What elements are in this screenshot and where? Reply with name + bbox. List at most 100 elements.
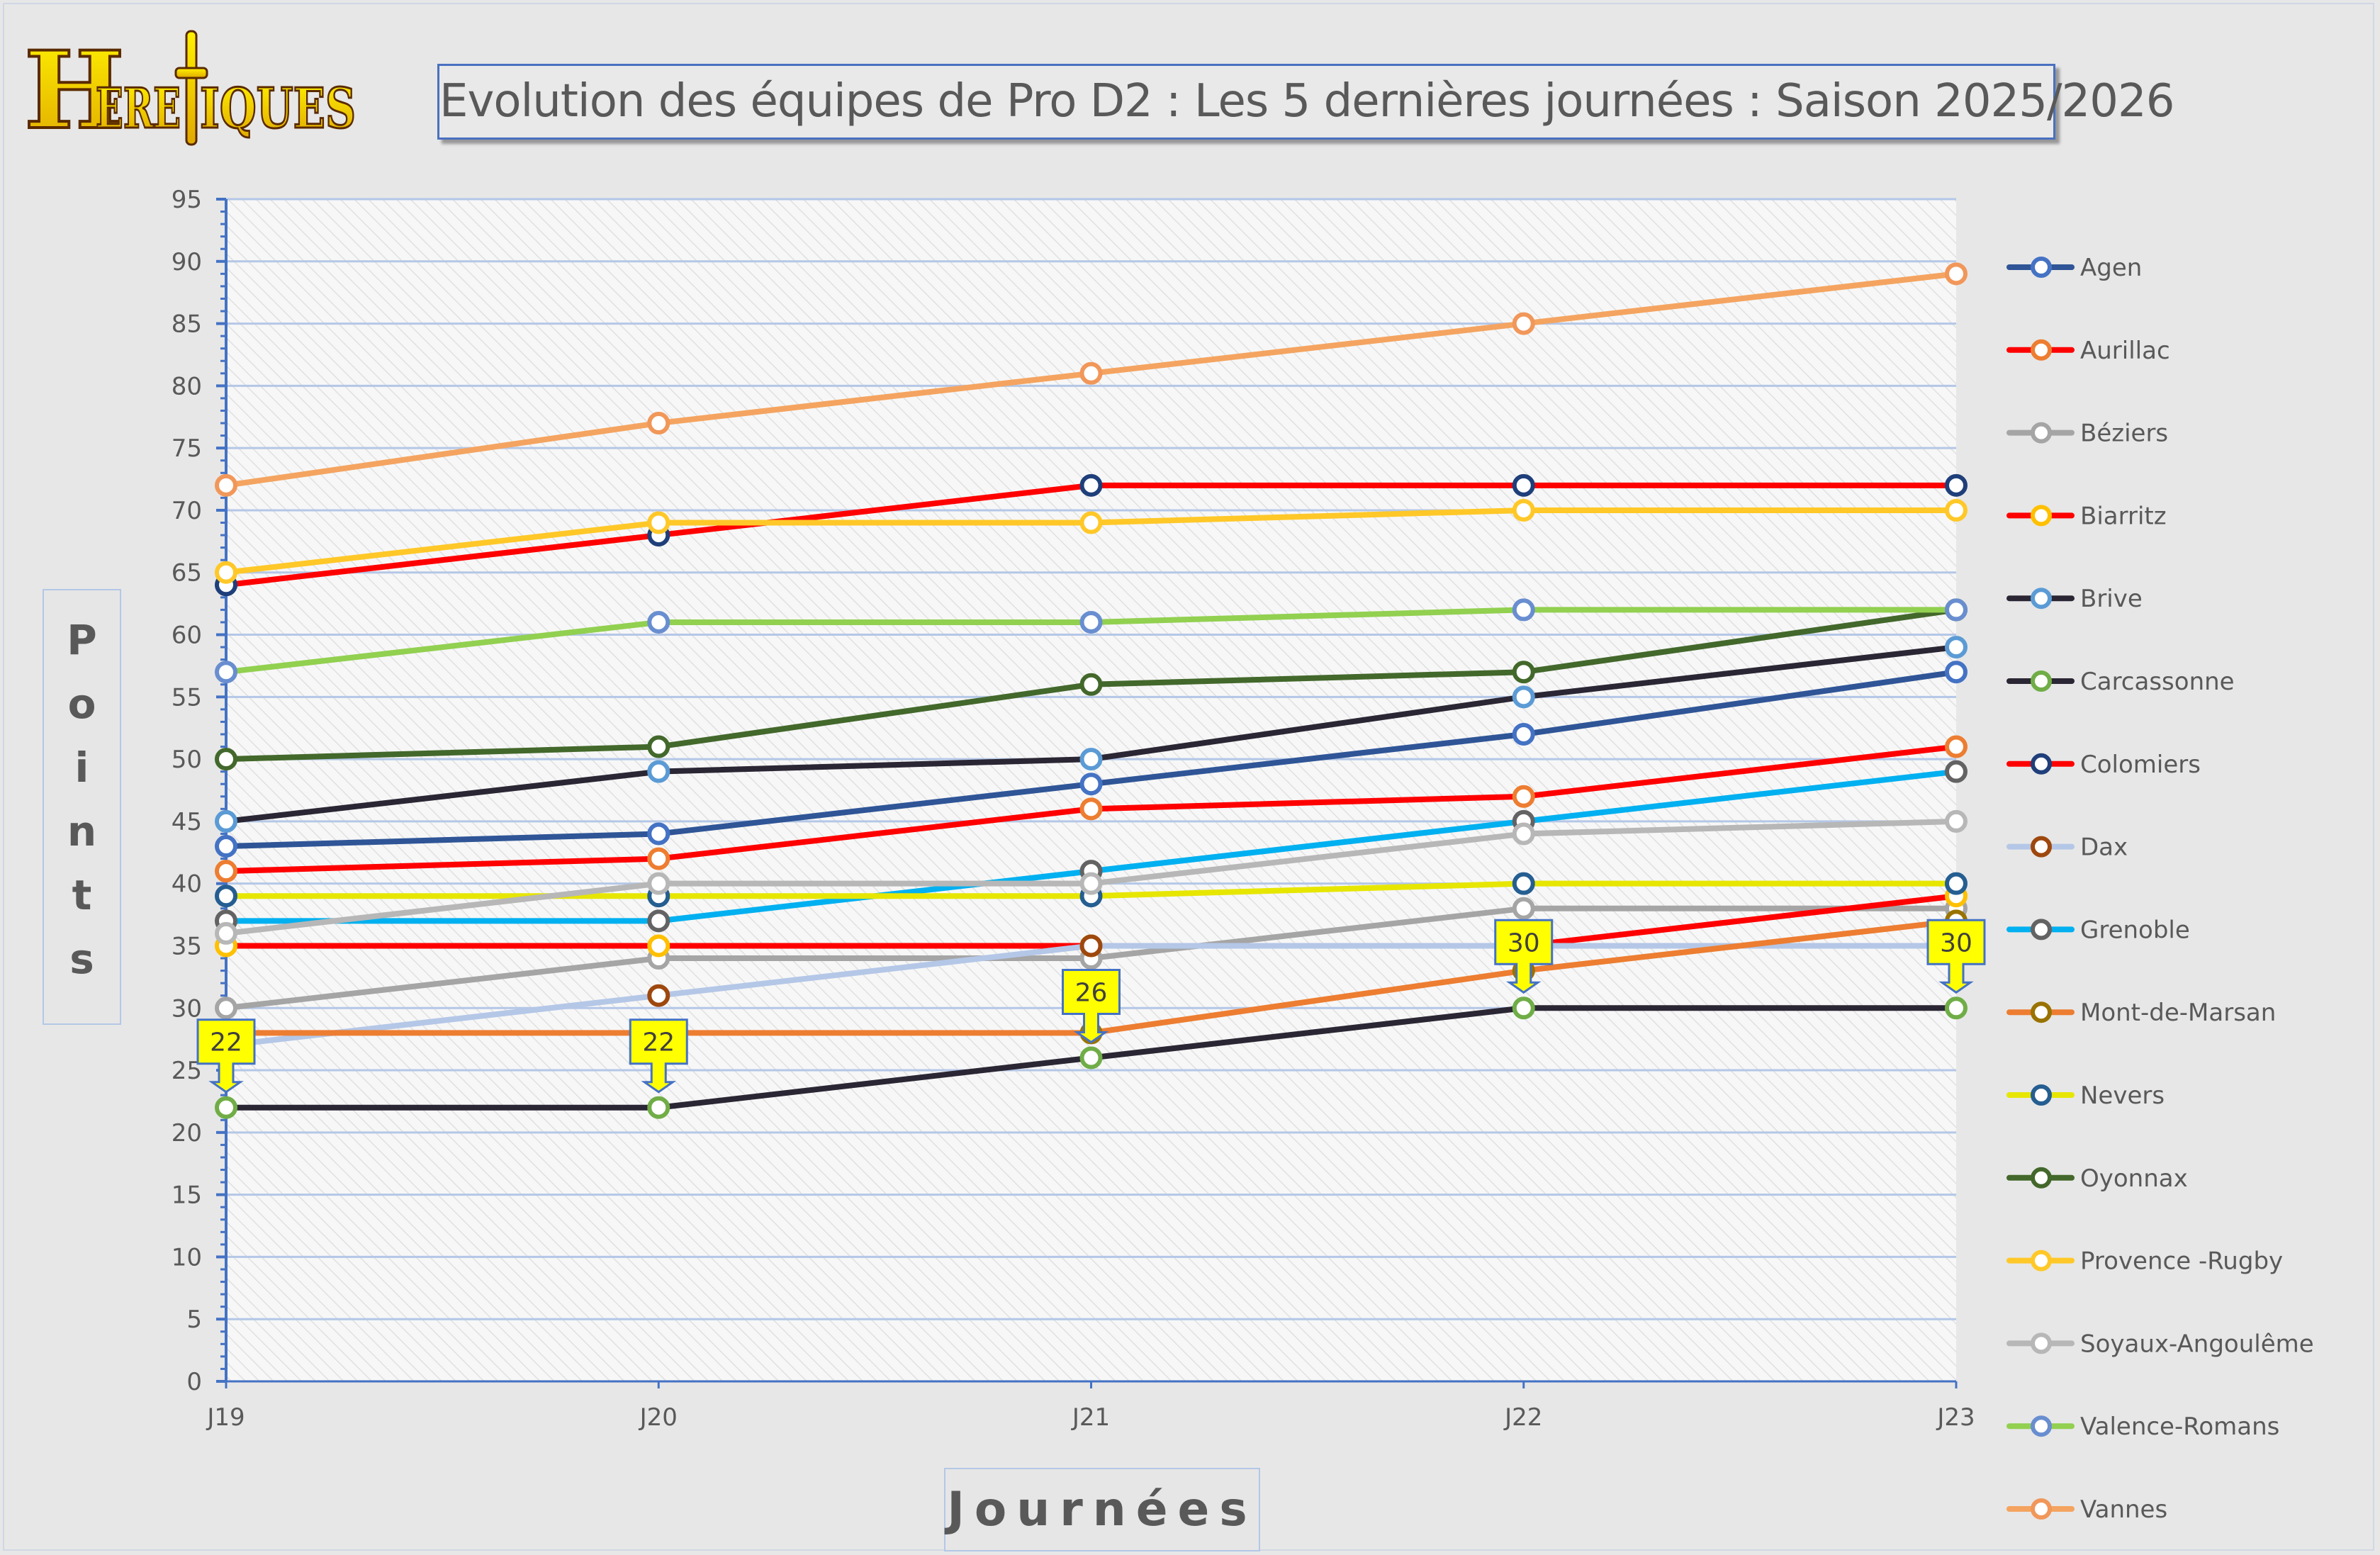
data-point — [215, 997, 237, 1020]
legend-marker — [2031, 422, 2052, 444]
y-tick-label: 50 — [172, 746, 202, 774]
data-point — [647, 872, 670, 895]
legend-item: Biarritz — [2006, 502, 2167, 530]
legend-label: Mont-de-Marsan — [2080, 999, 2276, 1027]
y-tick-label: 35 — [172, 932, 202, 960]
legend-item: Provence -Rugby — [2006, 1247, 2283, 1276]
series-valence-romans — [215, 598, 1968, 684]
data-point — [1512, 661, 1535, 684]
x-tick-label: J19 — [206, 1403, 245, 1432]
legend-item: Brive — [2006, 585, 2143, 613]
legend-label: Biarritz — [2080, 502, 2167, 530]
y-tick-label: 75 — [172, 434, 202, 463]
series-agen — [215, 661, 1968, 858]
legend-item: Agen — [2006, 254, 2142, 282]
legend-marker — [2031, 1498, 2052, 1520]
x-tick-label: J21 — [1071, 1403, 1110, 1432]
data-point — [1079, 511, 1103, 534]
legend-label: Agen — [2080, 254, 2142, 282]
series-brive — [215, 636, 1968, 833]
legend-marker — [2031, 505, 2052, 527]
data-point — [647, 610, 670, 634]
data-point — [1079, 773, 1103, 796]
legend-item: Grenoble — [2006, 916, 2190, 944]
data-point — [1512, 872, 1535, 895]
data-point — [1079, 934, 1103, 958]
legend-marker — [2031, 753, 2052, 775]
series-provence-rugby — [215, 498, 1968, 584]
data-point — [1079, 748, 1103, 771]
data-point — [215, 661, 237, 684]
data-point — [1945, 262, 1968, 286]
x-tick-label: J23 — [1936, 1403, 1975, 1432]
data-point — [1945, 498, 1968, 522]
data-point — [1512, 598, 1535, 622]
legend-item: Aurillac — [2006, 337, 2170, 365]
data-point — [1079, 610, 1103, 634]
data-point — [1512, 722, 1535, 746]
y-tick-label: 60 — [172, 622, 202, 650]
data-point — [1079, 673, 1103, 696]
data-point — [1512, 498, 1535, 522]
y-tick-label: 80 — [172, 372, 202, 400]
data-point — [1512, 473, 1535, 497]
svg-text:ERE: ERE — [96, 77, 181, 141]
y-tick-label: 20 — [172, 1119, 202, 1147]
legend-marker — [2031, 257, 2052, 278]
data-label-callout — [629, 1018, 688, 1094]
data-point — [1512, 822, 1535, 846]
y-tick-label: 95 — [172, 186, 202, 214]
legend-item: Oyonnax — [2006, 1164, 2188, 1193]
data-label-callout — [196, 1018, 256, 1094]
data-point — [1945, 872, 1968, 895]
data-point — [1512, 997, 1535, 1020]
legend-label: Soyaux-Angoulême — [2080, 1330, 2314, 1358]
legend-item: Valence-Romans — [2006, 1413, 2279, 1441]
data-point — [215, 1096, 237, 1119]
data-point — [1945, 636, 1968, 659]
y-tick-label: 70 — [172, 497, 202, 525]
y-tick-label: 90 — [172, 248, 202, 276]
data-point — [1079, 797, 1103, 821]
data-point — [215, 885, 237, 908]
legend-marker — [2031, 919, 2052, 941]
data-label: 26 — [1075, 978, 1108, 1007]
heretiques-logo: H ERE IQUES — [23, 27, 357, 149]
legend-label: Valence-Romans — [2080, 1413, 2279, 1441]
data-point — [1079, 872, 1103, 895]
data-point — [1512, 897, 1535, 920]
data-point — [1945, 473, 1968, 497]
svg-text:H: H — [24, 28, 125, 149]
data-point — [647, 1096, 670, 1119]
legend-label: Provence -Rugby — [2080, 1247, 2283, 1276]
series-carcassonne — [215, 997, 1968, 1119]
y-tick-label: 5 — [186, 1306, 202, 1334]
legend-marker — [2031, 1084, 2052, 1106]
legend-marker — [2031, 1001, 2052, 1023]
data-point — [647, 934, 670, 958]
y-tick-label: 85 — [172, 310, 202, 339]
data-point — [647, 847, 670, 870]
data-point — [215, 748, 237, 771]
legend-label: Oyonnax — [2080, 1164, 2188, 1193]
data-point — [1945, 760, 1968, 783]
legend-label: Aurillac — [2080, 337, 2170, 365]
legend-marker — [2031, 1415, 2052, 1437]
legend-marker — [2031, 836, 2052, 858]
legend-label: Grenoble — [2080, 916, 2190, 944]
data-point — [1945, 661, 1968, 684]
chart-title: Evolution des équipes de Pro D2 : Les 5 … — [437, 64, 2174, 140]
data-point — [1079, 473, 1103, 497]
legend-marker — [2031, 339, 2052, 361]
data-label: 22 — [642, 1028, 675, 1057]
svg-text:IQUES: IQUES — [200, 77, 356, 141]
y-tick-label: 40 — [172, 870, 202, 899]
series-soyaux-angoul-me — [215, 809, 1968, 945]
legend-item: Soyaux-Angoulême — [2006, 1330, 2314, 1358]
x-tick-label: J22 — [1503, 1403, 1542, 1432]
data-point — [647, 909, 670, 933]
data-point — [1512, 785, 1535, 808]
data-point — [1079, 1046, 1103, 1070]
y-tick-label: 65 — [172, 559, 202, 588]
y-tick-label: 10 — [172, 1243, 202, 1271]
